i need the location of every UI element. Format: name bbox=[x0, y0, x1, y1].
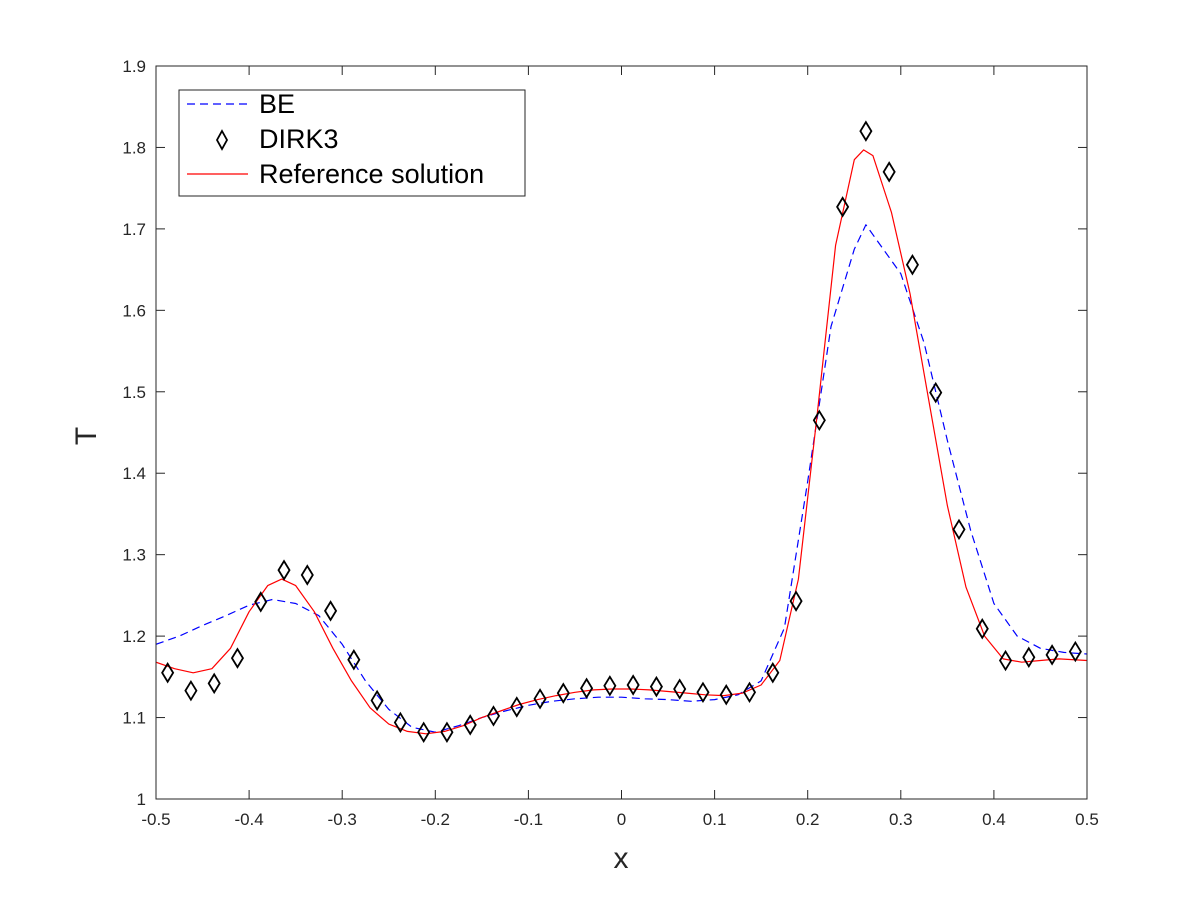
legend: BE DIRK3 Reference solution bbox=[178, 89, 526, 197]
y-tick-label: 1.1 bbox=[122, 709, 146, 728]
dirk3-marker bbox=[1022, 646, 1036, 669]
y-tick-label: 1.5 bbox=[122, 383, 146, 402]
dirk3-marker bbox=[696, 681, 710, 704]
y-tick-label: 1.7 bbox=[122, 220, 146, 239]
dirk3-marker bbox=[324, 600, 338, 622]
dirk3-marker bbox=[719, 684, 733, 706]
y-tick-label: 1.9 bbox=[122, 57, 146, 76]
dirk3-marker bbox=[742, 681, 757, 704]
dirk3-marker bbox=[905, 253, 919, 276]
x-tick-label: 0.2 bbox=[796, 810, 820, 829]
legend-swatch-dirk3 bbox=[215, 129, 229, 151]
dirk3-marker bbox=[347, 649, 361, 671]
dirk3-marker bbox=[370, 689, 384, 712]
dirk3-marker bbox=[463, 714, 477, 736]
dirk3-marker bbox=[1068, 640, 1082, 663]
dirk3-marker bbox=[254, 591, 268, 613]
marker-layer bbox=[161, 120, 1082, 743]
x-tick-label: -0.5 bbox=[141, 810, 170, 829]
x-tick-label: 0 bbox=[617, 810, 626, 829]
dirk3-marker bbox=[975, 618, 989, 640]
dirk3-marker bbox=[161, 662, 175, 684]
dirk3-marker bbox=[556, 682, 570, 704]
x-axis-ticks: -0.5 -0.4 -0.3 -0.2 -0.1 0 0.1 0.2 0.3 0.4 0.5 bbox=[141, 66, 1099, 829]
dirk3-marker bbox=[603, 675, 617, 697]
legend-label-dirk3: DIRK3 bbox=[259, 124, 339, 154]
dirk3-marker bbox=[929, 381, 943, 404]
x-tick-label: -0.3 bbox=[328, 810, 357, 829]
dirk3-marker bbox=[486, 705, 501, 727]
x-tick-label: 0.1 bbox=[703, 810, 727, 829]
y-tick-label: 1.8 bbox=[122, 138, 146, 157]
dirk3-marker bbox=[393, 711, 407, 734]
x-tick-label: 0.5 bbox=[1075, 810, 1099, 829]
dirk3-marker bbox=[859, 120, 873, 142]
dirk3-marker bbox=[300, 564, 314, 586]
y-tick-label: 1 bbox=[137, 790, 146, 809]
dirk3-marker bbox=[440, 721, 454, 743]
x-tick-label: 0.4 bbox=[982, 810, 1006, 829]
legend-label-be: BE bbox=[259, 89, 295, 119]
dirk3-marker bbox=[417, 721, 431, 743]
dirk3-marker bbox=[184, 679, 198, 702]
legend-box bbox=[178, 89, 526, 197]
dirk3-marker bbox=[533, 688, 547, 710]
y-axis-label: T bbox=[70, 427, 103, 445]
x-tick-label: -0.1 bbox=[514, 810, 543, 829]
x-tick-label: -0.4 bbox=[234, 810, 263, 829]
dirk3-marker bbox=[207, 672, 221, 695]
y-tick-label: 1.2 bbox=[122, 627, 146, 646]
y-axis-ticks: 1 1.1 1.2 1.3 1.4 1.5 1.6 1.7 1.8 1.9 bbox=[122, 57, 1087, 809]
dirk3-marker bbox=[1045, 644, 1059, 666]
x-axis-label: x bbox=[614, 842, 629, 875]
dirk3-marker bbox=[626, 674, 640, 696]
dirk3-marker bbox=[649, 675, 663, 698]
y-tick-label: 1.4 bbox=[122, 464, 146, 483]
legend-label-reference: Reference solution bbox=[259, 159, 484, 189]
reference-series-line bbox=[156, 149, 1087, 735]
dirk3-marker bbox=[789, 590, 803, 612]
dirk3-marker bbox=[836, 196, 850, 218]
dirk3-marker bbox=[998, 649, 1013, 672]
dirk3-marker bbox=[580, 677, 594, 699]
dirk3-marker bbox=[277, 559, 291, 581]
be-series-line bbox=[156, 224, 1087, 733]
dirk3-marker bbox=[882, 161, 896, 183]
y-tick-label: 1.3 bbox=[122, 546, 146, 565]
dirk3-marker bbox=[952, 518, 966, 541]
series-layer bbox=[156, 149, 1087, 735]
dirk3-marker bbox=[812, 409, 826, 432]
dirk3-marker bbox=[230, 647, 245, 669]
x-tick-label: -0.2 bbox=[421, 810, 450, 829]
y-tick-label: 1.6 bbox=[122, 301, 146, 320]
dirk3-marker bbox=[673, 678, 687, 700]
dirk3-marker bbox=[766, 662, 780, 684]
x-tick-label: 0.3 bbox=[889, 810, 913, 829]
dirk3-marker bbox=[510, 696, 524, 718]
